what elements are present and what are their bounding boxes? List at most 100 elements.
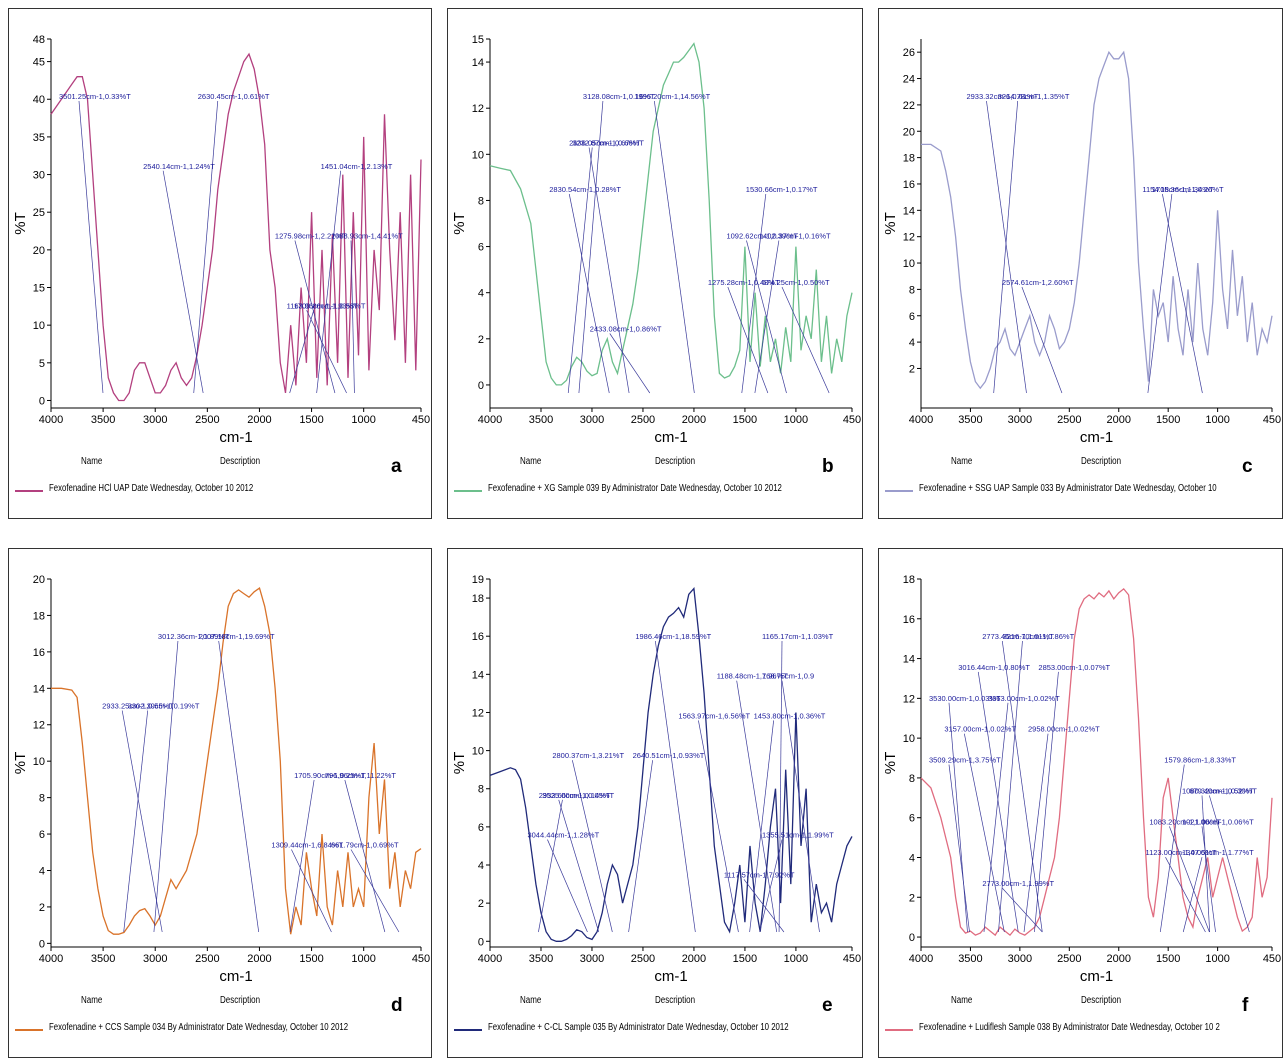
y-tick-label: 2: [909, 892, 915, 904]
annotation-leader: [778, 640, 783, 933]
peak-annotation: 679.40cm-1,0.30%T: [1189, 786, 1257, 795]
y-tick-label: 12: [472, 707, 484, 719]
legend-label: Fexofenadine + C-CL Sample 035 By Admini…: [488, 1022, 789, 1033]
legend-label: Fexofenadine + XG Sample 039 By Administ…: [488, 483, 782, 494]
y-tick-label: 6: [478, 242, 484, 254]
spectrum-line: [920, 587, 1273, 937]
peak-annotation: 3264.78cm-1,1.35%T: [998, 92, 1070, 101]
peak-annotation: 1996.20cm-1,14.56%T: [634, 92, 710, 101]
peak-annotation: 2800.37cm-1,3.21%T: [552, 751, 624, 760]
peak-annotation: 2540.14cm-1,1.24%T: [143, 162, 215, 171]
peak-annotation: 2933.25cm-1,0.55%T: [102, 702, 174, 711]
peak-annotation: 1275.98cm-1,2.22%T: [275, 232, 347, 241]
panel-letter: e: [822, 995, 833, 1016]
y-tick-label: 2: [39, 902, 45, 914]
y-tick-label: 10: [472, 149, 484, 161]
peak-annotation: 1154.18cm-1,1.34%T: [1142, 185, 1214, 194]
y-tick-label: 6: [478, 822, 484, 834]
annotation-leader: [628, 760, 653, 933]
legend-swatch: [15, 1029, 43, 1031]
peak-annotation: 3044.44cm-1,1.28%T: [527, 831, 599, 840]
y-tick-label: 2: [478, 334, 484, 346]
x-tick-label: 2500: [195, 414, 219, 426]
x-tick-label: 450: [843, 414, 861, 426]
annotation-leader: [654, 640, 696, 933]
y-tick-label: 16: [472, 631, 484, 643]
x-tick-label: 3500: [529, 414, 553, 426]
y-tick-label: 10: [33, 320, 45, 332]
legend-label: Fexofenadine + CCS Sample 034 By Adminis…: [49, 1022, 349, 1033]
panel-c: 4000 3500 3000 2500 2000 1500 1000 450 2 4 6 8 10 12 1…: [878, 8, 1283, 519]
annotation-leader: [1002, 887, 1043, 933]
x-axis-title: cm-1: [1080, 968, 1113, 985]
annotation-leader: [1021, 286, 1063, 394]
peak-annotation: 1705.36cm-1,0.26%T: [1152, 185, 1224, 194]
spectrum-line: [489, 586, 853, 942]
annotation-leader: [1165, 857, 1206, 933]
peak-annotation: 674.25cm-1,0.50%T: [762, 278, 830, 287]
x-tick-label: 1500: [1156, 414, 1180, 426]
annotation-leader: [986, 100, 1027, 394]
peak-annotation: 2007.18cm-1,19.69%T: [199, 632, 275, 641]
peak-annotation: 3128.08cm-1,0.16%T: [583, 92, 655, 101]
peak-annotation: 3525.00cm-1,0.05%T: [542, 791, 614, 800]
peak-annotation: 1123.00cm-1,0.05%T: [1145, 848, 1217, 857]
y-tick-label: 12: [903, 232, 915, 244]
annotation-leader: [993, 100, 1019, 394]
x-tick-label: 4000: [39, 953, 63, 965]
x-tick-label: 2000: [682, 414, 706, 426]
annotation-leader: [1208, 795, 1250, 933]
annotation-leader: [977, 671, 1019, 933]
annotation-leader: [964, 733, 1005, 933]
peak-annotation: 1117.57cm-1,7.92%T: [724, 870, 795, 879]
x-tick-label: 2000: [1107, 953, 1131, 965]
y-tick-label: 30: [33, 170, 45, 182]
y-axis-title: %T: [451, 752, 468, 775]
annotation-leader: [948, 702, 968, 933]
peak-annotation: 1347.61cm-1,1.77%T: [1182, 848, 1254, 857]
peak-annotation: 3530.00cm-1,0.03%T: [929, 694, 1001, 703]
peak-annotation: 2630.45cm-1,0.61%T: [198, 92, 270, 101]
y-tick-label: 45: [33, 57, 45, 69]
x-tick-label: 1500: [733, 414, 757, 426]
x-axis-title: cm-1: [1080, 429, 1113, 446]
legend-swatch: [885, 490, 913, 492]
y-tick-label: 6: [909, 311, 915, 323]
x-tick-label: 3500: [91, 414, 115, 426]
x-tick-label: 450: [412, 953, 430, 965]
peak-annotation: 3232.87cm-1,0.66%T: [572, 139, 644, 148]
peak-annotation: 1080.32cm-1,0.52%T: [1182, 786, 1254, 795]
x-tick-label: 450: [1263, 414, 1281, 426]
annotation-leader: [350, 240, 355, 394]
x-tick-label: 3500: [529, 953, 553, 965]
peak-annotation: 2853.00cm-1,0.07%T: [1038, 663, 1110, 672]
y-tick-label: 14: [472, 669, 484, 681]
chart-svg: 4000 3500 3000 2500 2000 1500 1000 450 0 2 4 6 8 10 12…: [12, 574, 430, 985]
y-tick-label: 15: [472, 34, 484, 46]
peak-annotation: 1451.04cm-1,2.13%T: [321, 162, 393, 171]
x-tick-label: 450: [1263, 953, 1281, 965]
x-tick-label: 4000: [39, 414, 63, 426]
peak-annotation: 1309.44cm-1,6.84%T: [271, 841, 343, 850]
annotation-leader: [1147, 193, 1173, 394]
peak-annotation: 1092.62cm-1,0.37%T: [726, 232, 798, 241]
x-tick-label: 3000: [580, 953, 604, 965]
spectrum-line: [51, 587, 422, 935]
chart-svg: 4000 3500 3000 2500 2000 1500 1000 450246810121…: [882, 39, 1281, 446]
annotation-leader: [294, 240, 336, 394]
footer-description-label: Description: [655, 456, 696, 467]
y-tick-label: 12: [472, 103, 484, 115]
y-tick-label: 4: [478, 288, 484, 300]
x-tick-label: 4000: [909, 414, 933, 426]
y-tick-label: 5: [39, 358, 45, 370]
peak-annotation: 796.96cm-1,11.22%T: [325, 771, 397, 780]
x-tick-label: 2500: [195, 953, 219, 965]
peak-annotation: 2958.00cm-1,0.02%T: [1028, 725, 1100, 734]
x-axis-title: cm-1: [654, 968, 687, 985]
x-tick-label: 2500: [1057, 414, 1081, 426]
peak-annotation: 1530.66cm-1,0.17%T: [746, 185, 818, 194]
y-tick-label: 22: [903, 100, 915, 112]
y-tick-label: 8: [478, 195, 484, 207]
peak-annotation: 768.75cm-1,0.9: [762, 672, 814, 681]
x-tick-label: 3000: [143, 953, 167, 965]
